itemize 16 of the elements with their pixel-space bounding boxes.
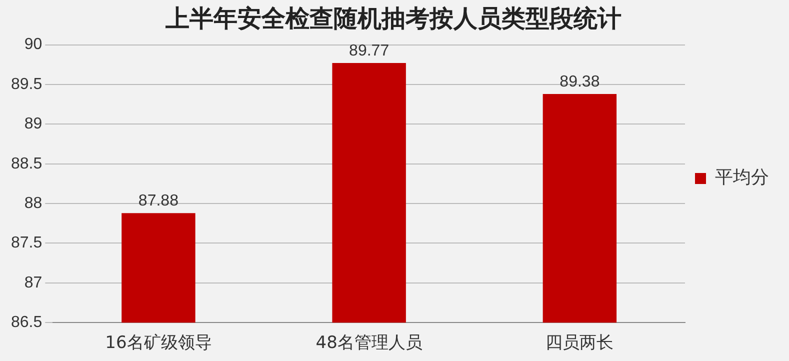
y-tick-label: 90 [24, 36, 42, 54]
y-tick-label: 87 [24, 274, 42, 292]
y-tick-label: 89 [24, 116, 42, 133]
chart-title: 上半年安全检查随机抽考按人员类型段统计 [164, 4, 622, 33]
y-tick-label: 88 [24, 194, 42, 212]
data-label: 87.88 [138, 192, 179, 210]
y-tick-label: 89.5 [11, 76, 42, 93]
x-tick-label: 48名管理人员 [316, 333, 422, 354]
legend-label: 平均分 [715, 167, 769, 188]
y-tick-label: 87.5 [11, 234, 42, 252]
x-tick-label: 16名矿级领导 [105, 333, 212, 354]
data-label: 89.38 [560, 73, 600, 90]
data-label: 89.77 [349, 42, 390, 60]
x-tick-label: 四员两长 [546, 333, 614, 354]
y-tick-label: 86.5 [11, 314, 42, 332]
y-tick-label: 88.5 [11, 155, 42, 172]
